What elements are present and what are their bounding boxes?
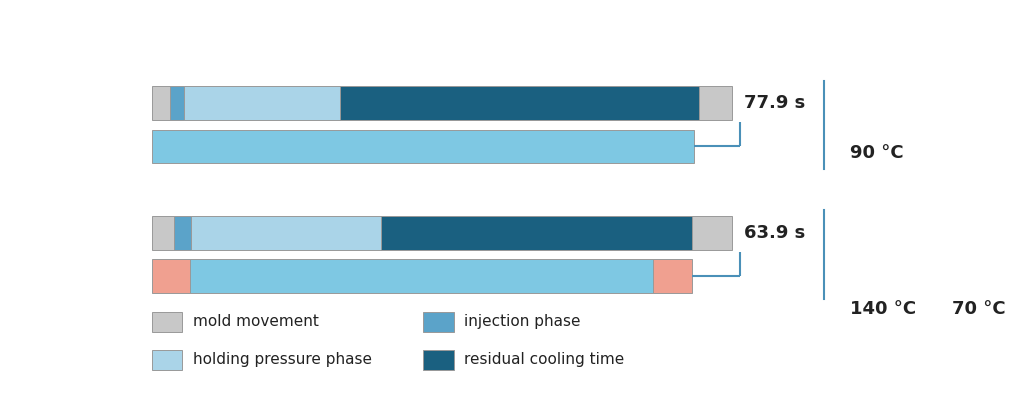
Bar [423, 350, 454, 370]
Text: residual cooling time: residual cooling time [464, 353, 624, 367]
Text: mold movement: mold movement [193, 314, 318, 329]
Bar [183, 86, 340, 120]
Bar [340, 86, 699, 120]
Text: 70 °C: 70 °C [952, 299, 1006, 318]
Text: holding pressure phase: holding pressure phase [193, 353, 372, 367]
Text: injection phase: injection phase [464, 314, 581, 329]
Text: 90 °C: 90 °C [850, 144, 903, 162]
Bar [653, 259, 691, 293]
Bar [699, 86, 732, 120]
Text: 140 °C: 140 °C [850, 299, 916, 318]
Bar [152, 216, 174, 250]
Bar [152, 86, 170, 120]
Bar [190, 216, 381, 250]
Bar [423, 312, 454, 332]
Bar [190, 259, 653, 293]
Bar [692, 216, 732, 250]
Bar [152, 130, 694, 163]
Bar [381, 216, 692, 250]
Text: 63.9 s: 63.9 s [744, 224, 806, 242]
Bar [174, 216, 190, 250]
Bar [152, 259, 190, 293]
Bar [170, 86, 183, 120]
Text: 77.9 s: 77.9 s [744, 94, 806, 112]
Bar [152, 350, 182, 370]
Bar [152, 312, 182, 332]
